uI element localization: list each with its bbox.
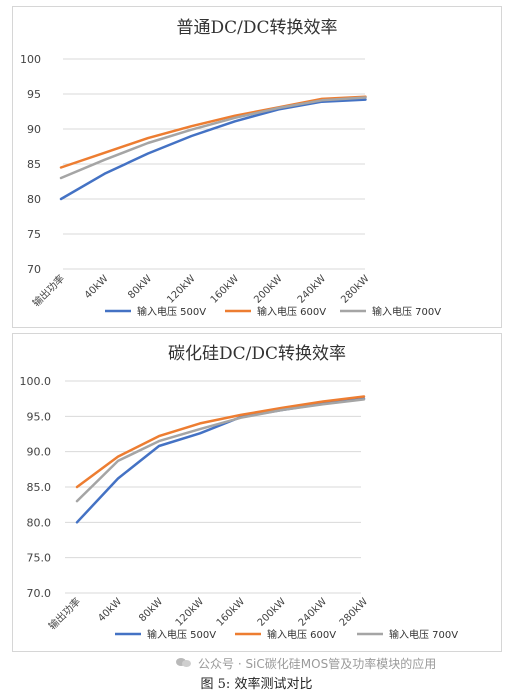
y-tick-label: 90.0 <box>27 446 52 459</box>
x-tick-label: 输出功率 <box>30 272 67 309</box>
series-line <box>59 96 367 180</box>
y-tick-label: 95 <box>27 88 41 101</box>
watermark: 公众号 · SiC碳化硅MOS管及功率模块的应用 <box>176 654 436 672</box>
x-tick-label: 200kW <box>256 596 288 628</box>
legend-label: 输入电压 500V <box>147 628 216 641</box>
x-tick-label: 200kW <box>252 273 284 305</box>
x-tick-label: 80kW <box>126 273 154 301</box>
y-tick-label: 75.0 <box>27 552 52 565</box>
chart-panel-sic: 碳化硅DC/DC转换效率 70.0 75.0 80.0 85.0 90.0 95.0 100.… <box>12 333 502 652</box>
wechat-icon <box>176 657 192 669</box>
legend-label: 输入电压 700V <box>372 305 441 318</box>
y-tick-label: 80 <box>27 193 41 206</box>
legend-label: 输入电压 500V <box>137 305 206 318</box>
y-tick-label: 85 <box>27 158 41 171</box>
y-tick-label: 100.0 <box>20 375 52 388</box>
watermark-text: 公众号 · SiC碳化硅MOS管及功率模块的应用 <box>198 656 437 671</box>
x-tick-label: 240kW <box>297 596 329 628</box>
y-tick-label: 75 <box>27 228 41 241</box>
chart-standard-dcdc-efficiency: 普通DC/DC转换效率 70 75 80 85 90 95 100 输出功率 40kW 80kW 12… <box>20 18 441 318</box>
legend-label: 输入电压 700V <box>389 628 458 641</box>
chart-sic-dcdc-efficiency: 碳化硅DC/DC转换效率 70.0 75.0 80.0 85.0 90.0 95.0 100.… <box>20 344 459 641</box>
x-tick-label: 40kW <box>83 273 111 301</box>
legend-label: 输入电压 600V <box>257 305 326 318</box>
x-tick-label: 280kW <box>339 273 371 305</box>
x-tick-label: 40kW <box>96 596 124 624</box>
x-tick-label: 80kW <box>137 596 165 624</box>
x-tick-label: 120kW <box>165 273 197 305</box>
series-line <box>59 95 367 169</box>
chart-panel-standard: 普通DC/DC转换效率 70 75 80 85 90 95 100 输出功率 40kW 80kW 12… <box>12 6 502 328</box>
x-tick-label: 120kW <box>174 596 206 628</box>
y-tick-label: 100 <box>20 53 41 66</box>
y-tick-label: 95.0 <box>27 410 52 423</box>
x-tick-label: 160kW <box>215 596 247 628</box>
y-tick-label: 80.0 <box>27 516 52 529</box>
y-tick-label: 70.0 <box>27 587 52 600</box>
x-tick-label: 240kW <box>296 273 328 305</box>
series-line <box>75 395 366 489</box>
y-tick-label: 90 <box>27 123 41 136</box>
series-line <box>59 98 367 201</box>
figure-caption: 图 5: 效率测试对比 <box>200 677 313 692</box>
series-line <box>75 398 366 503</box>
y-tick-label: 85.0 <box>27 481 52 494</box>
x-tick-label: 280kW <box>338 596 370 628</box>
x-tick-label: 输出功率 <box>46 595 83 632</box>
y-tick-label: 70 <box>27 263 41 276</box>
legend-label: 输入电压 600V <box>267 628 336 641</box>
chart-title: 普通DC/DC转换效率 <box>176 18 337 38</box>
x-tick-label: 160kW <box>209 273 241 305</box>
chart-title: 碳化硅DC/DC转换效率 <box>168 344 346 364</box>
